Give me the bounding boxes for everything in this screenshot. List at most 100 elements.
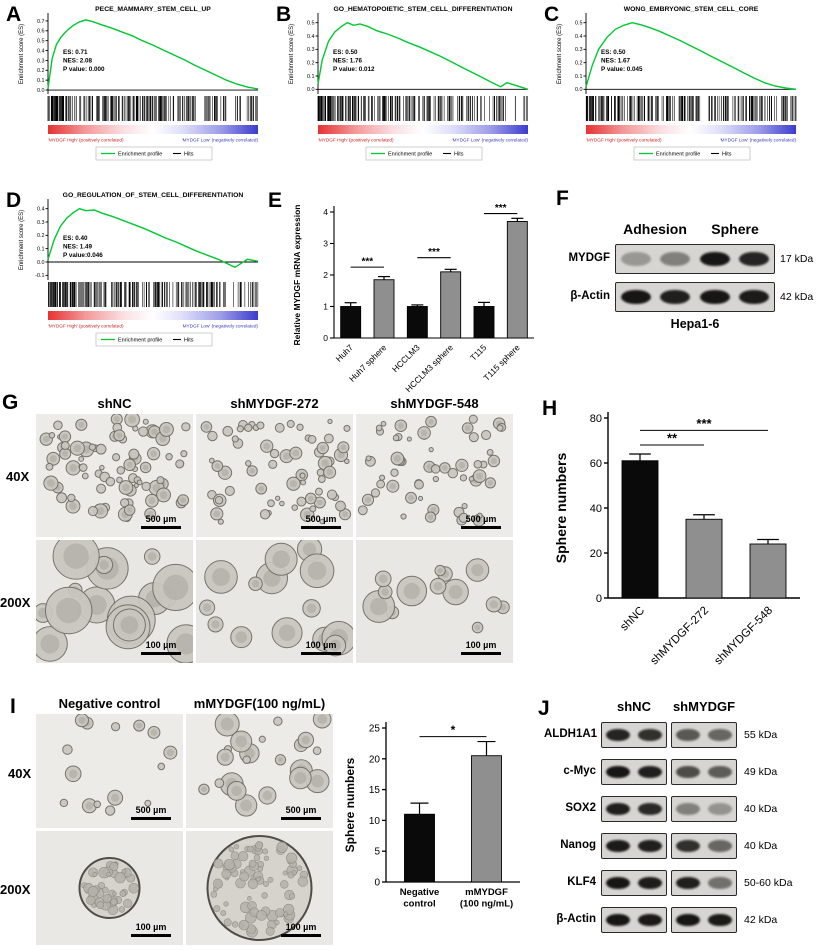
kda-label: 40 kDa — [744, 803, 778, 815]
gsea-plot-c: WONG_EMBRYONIC_STEM_CELL_CORE Enrichment … — [552, 2, 802, 174]
protein-label: KLF4 — [567, 876, 596, 888]
svg-text:3: 3 — [323, 238, 328, 248]
micrograph-g-shnc-40x: 500 µm — [36, 414, 193, 537]
svg-text:Enrichment score (ES): Enrichment score (ES) — [557, 24, 563, 84]
scale-bar — [301, 526, 341, 529]
svg-text:***: *** — [495, 203, 507, 214]
svg-text:ES: 0.71: ES: 0.71 — [63, 49, 88, 56]
svg-text:WONG_EMBRYONIC_STEM_CELL_CORE: WONG_EMBRYONIC_STEM_CELL_CORE — [624, 6, 759, 13]
svg-text:NES: 1.76: NES: 1.76 — [333, 58, 363, 65]
svg-text:0: 0 — [374, 878, 380, 889]
blot-box — [601, 870, 667, 896]
protein-band — [676, 876, 700, 890]
scale-bar — [131, 934, 171, 937]
svg-text:0.7: 0.7 — [37, 19, 45, 25]
protein-label: c-Myc — [563, 765, 596, 777]
protein-band — [739, 251, 770, 267]
panel-letter-d: D — [6, 189, 22, 212]
panel-j-header-shnc: shNC — [617, 699, 651, 714]
panel-f-header-sphere: Sphere — [711, 221, 759, 237]
svg-text:ES: 0.50: ES: 0.50 — [333, 49, 358, 56]
svg-text:0.4: 0.4 — [37, 207, 45, 213]
protein-band — [699, 289, 730, 305]
svg-text:shMYDGF-272: shMYDGF-272 — [648, 605, 711, 668]
micrograph-g-shnc-200x: 100 µm — [36, 540, 193, 663]
panel-letter-h: H — [542, 397, 558, 420]
panel-i-col-header-mmydgf: mMYDGF(100 ng/mL) — [193, 696, 326, 711]
svg-text:Huh7: Huh7 — [334, 342, 356, 364]
svg-text:control: control — [403, 899, 435, 910]
scale-bar — [301, 652, 341, 655]
protein-band — [739, 289, 770, 305]
chart-h: Sphere numbers 0 20 40 60 80 ** *** shNC shMYDGF-… — [552, 402, 824, 692]
svg-text:shNC: shNC — [618, 605, 647, 634]
scale-bar-label: 100 µm — [286, 922, 317, 932]
protein-band — [606, 913, 630, 927]
svg-text:0.6: 0.6 — [37, 29, 45, 35]
chart-e: Relative MYDGF mRNA expression 0 1 2 3 4 *** **… — [288, 198, 540, 394]
gsea-plot-a: PECE_MAMMARY_STEM_CELL_UP Enrichment scor… — [14, 2, 264, 174]
bar-chart-svg: Sphere numbers 0 5 10 15 20 25 * Negativecontrol… — [343, 722, 520, 910]
svg-text:shMYDGF-548: shMYDGF-548 — [712, 605, 775, 668]
svg-text:0.0: 0.0 — [575, 87, 583, 93]
protein-band — [676, 913, 700, 927]
micrograph-svg: 500 µm — [36, 714, 183, 828]
svg-text:P value: 0.000: P value: 0.000 — [63, 66, 105, 73]
svg-text:HCCLM3: HCCLM3 — [390, 342, 422, 374]
svg-text:0.0: 0.0 — [37, 88, 45, 94]
svg-text:0.5: 0.5 — [307, 21, 315, 27]
svg-text:0.5: 0.5 — [37, 39, 45, 45]
panel-letter-b: B — [276, 3, 292, 26]
svg-text:T115 sphere: T115 sphere — [481, 342, 522, 383]
blot-box — [601, 907, 667, 933]
svg-text:0.4: 0.4 — [575, 34, 583, 40]
svg-text:4: 4 — [323, 207, 328, 217]
panel-letter-f: F — [556, 187, 569, 210]
svg-text:P value: 0.012: P value: 0.012 — [333, 66, 375, 73]
actin-blot-box — [615, 282, 775, 312]
panel-letter-c: C — [544, 3, 560, 26]
panel-g-col-header-sh272: shMYDGF-272 — [230, 396, 319, 411]
svg-text:Enrichment profile: Enrichment profile — [118, 338, 162, 344]
svg-text:MYDGF Low' (negatively correla: MYDGF Low' (negatively correlated) — [183, 324, 259, 329]
protein-band — [638, 802, 662, 816]
svg-text:20: 20 — [369, 754, 381, 765]
svg-text:0.4: 0.4 — [307, 34, 315, 40]
svg-text:mMYDGF: mMYDGF — [465, 887, 508, 898]
protein-band — [606, 839, 630, 853]
svg-text:80: 80 — [590, 413, 602, 425]
blot-box — [601, 796, 667, 822]
panel-g-row-label-200x: 200X — [0, 595, 31, 610]
panel-i-col-header-nc: Negative control — [58, 696, 161, 711]
svg-text:***: *** — [696, 416, 712, 431]
micrograph-svg: 100 µm — [36, 831, 183, 945]
svg-text:Hits: Hits — [722, 152, 732, 158]
panel-i-row-label-200x: 200X — [0, 882, 31, 897]
protein-band — [708, 765, 732, 779]
svg-text:20: 20 — [590, 548, 602, 560]
micrograph-i-nc-200x: 100 µm — [36, 831, 183, 945]
protein-band — [638, 765, 662, 779]
svg-text:60: 60 — [590, 458, 602, 470]
scale-bar-label: 100 µm — [466, 640, 497, 650]
svg-text:**: ** — [667, 431, 678, 446]
scale-bar — [281, 934, 321, 937]
svg-text:15: 15 — [369, 785, 381, 796]
micrograph-g-sh272-200x: 100 µm — [196, 540, 353, 663]
svg-text:-0.1: -0.1 — [35, 273, 44, 279]
svg-text:Enrichment profile: Enrichment profile — [118, 152, 162, 158]
kda-label: 55 kDa — [744, 729, 778, 741]
scale-bar — [141, 526, 181, 529]
protein-band — [660, 251, 691, 267]
svg-text:Enrichment score (ES): Enrichment score (ES) — [19, 24, 25, 84]
svg-text:***: *** — [428, 247, 440, 258]
protein-band — [620, 251, 651, 267]
svg-text:0.2: 0.2 — [307, 61, 315, 67]
svg-text:0.1: 0.1 — [37, 78, 45, 84]
svg-text:0: 0 — [596, 593, 602, 605]
gsea-svg: PECE_MAMMARY_STEM_CELL_UP Enrichment scor… — [19, 6, 258, 161]
svg-text:'MYDGF Low' (negatively correl: 'MYDGF Low' (negatively correlated) — [720, 138, 797, 143]
scale-bar-label: 100 µm — [306, 640, 337, 650]
kda-label: 40 kDa — [744, 840, 778, 852]
